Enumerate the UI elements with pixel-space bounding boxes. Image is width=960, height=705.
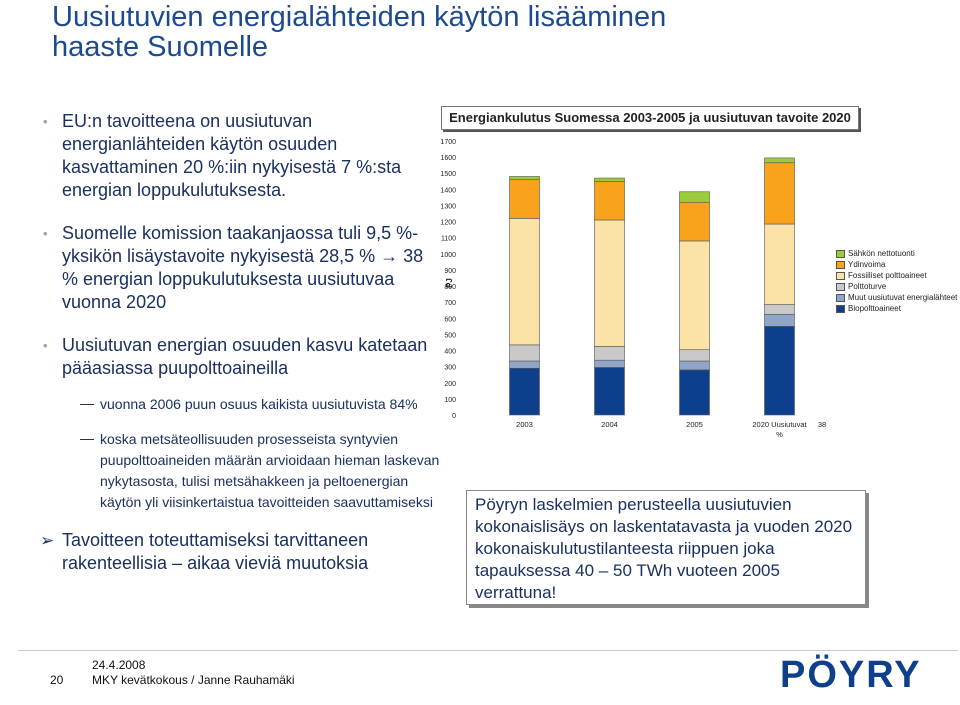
- conclusion-textbox: Pöyryn laskelmien perusteella uusiutuvie…: [466, 490, 866, 605]
- bar-segment: [679, 240, 710, 351]
- y-tick-label: 600: [444, 316, 456, 323]
- bar-segment: [509, 344, 540, 362]
- bar-segment: [764, 326, 795, 416]
- bar-segment: [679, 349, 710, 362]
- legend-item: Fossiiliset polttoaineet: [836, 270, 956, 281]
- y-tick-label: 200: [444, 381, 456, 388]
- bullet-finland-text-a: Suomelle komission taakanjaossa tuli 9,5…: [62, 223, 419, 266]
- legend-label: Fossiiliset polttoaineet: [848, 271, 927, 280]
- y-tick-label: 1100: [441, 236, 456, 243]
- legend-swatch: [836, 293, 845, 302]
- legend-swatch: [836, 304, 845, 313]
- y-tick-label: 1000: [440, 252, 456, 259]
- bar-segment: [764, 162, 795, 225]
- legend-item: Biopolttoaineet: [836, 303, 956, 314]
- legend-swatch: [836, 249, 845, 258]
- legend-item: Sähkön nettotuonti: [836, 248, 956, 259]
- y-tick-label: 700: [444, 300, 456, 307]
- bar-segment: [594, 359, 625, 368]
- bullet-wood-fuel: Uusiutuvan energian osuuden kasvu kateta…: [40, 334, 440, 380]
- legend-item: Muut uusiutuvat energialähteet: [836, 292, 958, 303]
- x-tick-label: 2020 Uusiutuvat: [752, 420, 807, 429]
- extra-label: 38: [818, 420, 826, 429]
- page-number: 20: [50, 673, 64, 687]
- y-tick-label: 1700: [440, 139, 456, 146]
- y-tick-label: 100: [444, 397, 456, 404]
- x-tick-label: 2005: [686, 420, 703, 429]
- bar-segment: [509, 176, 540, 180]
- sub-bullet-forest-chips: koska metsäteollisuuden prosesseista syn…: [40, 429, 440, 513]
- legend-swatch: [836, 260, 845, 269]
- bullet-finland-target: Suomelle komission taakanjaossa tuli 9,5…: [40, 222, 440, 314]
- legend-label: Ydinvoima: [848, 260, 886, 269]
- bullet-structural-text: Tavoitteen toteuttamiseksi tarvittaneen …: [62, 530, 369, 573]
- bullet-list: EU:n tavoitteena on uusiutuvan energianl…: [40, 110, 440, 575]
- legend-swatch: [836, 271, 845, 280]
- poyry-logo: PÖYRY: [780, 654, 922, 696]
- bar-segment: [594, 180, 625, 221]
- legend-label: Muut uusiutuvat energialähteet: [848, 293, 958, 302]
- bar-segment: [509, 179, 540, 219]
- legend-item: Ydinvoima: [836, 259, 956, 270]
- chart-title: Energiankulutus Suomessa 2003-2005 ja uu…: [441, 106, 859, 130]
- bar-segment: [679, 201, 710, 242]
- bar-segment: [594, 177, 625, 182]
- footer-event: MKY kevätkokous / Janne Rauhamäki: [92, 673, 295, 687]
- y-axis-label: PJ: [445, 278, 454, 288]
- x-tick-label: 2004: [601, 420, 618, 429]
- bar-segment: [679, 369, 710, 416]
- energy-chart: Energiankulutus Suomessa 2003-2005 ja uu…: [436, 103, 960, 453]
- bar-segment: [679, 191, 710, 203]
- footer-date: 24.4.2008: [92, 658, 146, 672]
- y-tick-label: 1300: [440, 203, 456, 210]
- bar-segment: [509, 218, 540, 346]
- y-tick-label: 900: [444, 268, 456, 275]
- bar-segment: [594, 219, 625, 347]
- bar-segment: [594, 346, 625, 361]
- sub-bullet-2006-share: vuonna 2006 puun osuus kaikista uusiutuv…: [40, 394, 440, 415]
- y-tick-label: 800: [444, 284, 456, 291]
- y-tick-label: 1600: [440, 155, 456, 162]
- title-line-2: haaste Suomelle: [52, 31, 269, 63]
- y-tick-label: 1400: [440, 187, 456, 194]
- bullet-eu-target: EU:n tavoitteena on uusiutuvan energianl…: [40, 110, 440, 202]
- y-tick-label: 400: [444, 349, 456, 356]
- title-line-1: Uusiutuvien energialähteiden käytön lisä…: [52, 1, 667, 33]
- bar-segment: [594, 367, 625, 416]
- bar-segment: [509, 367, 540, 416]
- page-title: Uusiutuvien energialähteiden käytön lisä…: [52, 2, 932, 62]
- chart-plot: PJ 0 100 200 300 400 500 600 700 800 900 1000 1100 12…: [440, 139, 826, 439]
- x-tick-label: 2003: [516, 420, 533, 429]
- bar-segment: [764, 313, 795, 327]
- legend-label: Biopolttoaineet: [848, 304, 901, 313]
- bar-segment: [764, 157, 795, 164]
- legend-label: Polttoturve: [848, 282, 887, 291]
- y-tick-label: 1200: [440, 220, 456, 227]
- y-tick-label: 500: [444, 332, 456, 339]
- legend-swatch: [836, 282, 845, 291]
- y-tick-label: 1500: [440, 171, 456, 178]
- footer-divider: [18, 650, 958, 651]
- bar-segment: [764, 304, 795, 315]
- y-tick-label: 0: [452, 413, 456, 420]
- x-tick-label: %: [776, 430, 783, 439]
- y-tick-label: 300: [444, 365, 456, 372]
- legend-item: Polttoturve: [836, 281, 956, 292]
- chart-legend: Sähkön nettotuonti Ydinvoima Fossiiliset p…: [836, 248, 958, 314]
- bullet-structural-changes: ➢ Tavoitteen toteuttamiseksi tarvittanee…: [40, 529, 440, 575]
- legend-label: Sähkön nettotuonti: [848, 249, 915, 258]
- bar-segment: [679, 360, 710, 371]
- bar-segment: [509, 360, 540, 369]
- arrow-right-icon: →: [380, 246, 399, 266]
- bullet-finland-text-b: 38 % energian loppukulutuksesta uusiutuv…: [62, 246, 424, 312]
- arrow-bullet-icon: ➢: [40, 531, 55, 550]
- bar-segment: [764, 223, 795, 305]
